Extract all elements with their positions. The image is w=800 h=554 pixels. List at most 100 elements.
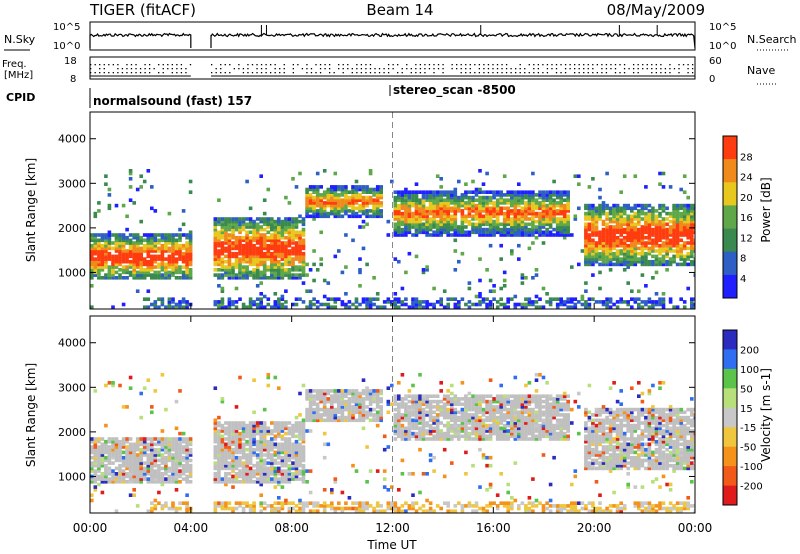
heatmap-cell [552, 297, 556, 301]
heatmap-cell [287, 241, 292, 245]
heatmap-cell [315, 203, 320, 208]
heatmap-cell [245, 431, 249, 436]
frequency-dot [428, 64, 431, 66]
heatmap-cell [178, 453, 182, 457]
frequency-dot [397, 72, 399, 74]
heatmap-cell [132, 469, 136, 473]
frequency-dot [319, 72, 322, 74]
frequency-dot [369, 72, 372, 74]
heatmap-cell [231, 485, 235, 489]
heatmap-cell [185, 439, 189, 444]
heatmap-cell [280, 421, 285, 425]
heatmap-cell [301, 233, 306, 237]
heatmap-cell [361, 201, 366, 205]
heatmap-cell [386, 488, 391, 492]
heatmap-cell [393, 437, 398, 441]
heatmap-cell [368, 300, 373, 304]
heatmap-cell [637, 222, 641, 227]
heatmap-cell [234, 477, 239, 481]
heatmap-cell [559, 203, 563, 208]
heatmap-cell [111, 273, 115, 277]
heatmap-cell [453, 238, 458, 243]
heatmap-cell [277, 235, 281, 240]
heatmap-cell [220, 233, 225, 237]
heatmap-cell [301, 262, 306, 267]
heatmap-cell [675, 203, 680, 208]
heatmap-cell [255, 461, 260, 465]
heatmap-cell [111, 439, 115, 444]
heatmap-cell [428, 233, 433, 237]
heatmap-cell [552, 209, 556, 213]
heatmap-cell [305, 206, 309, 211]
heatmap-cell [506, 193, 510, 197]
heatmap-cell [107, 238, 112, 243]
frequency-dot [238, 68, 240, 70]
heatmap-cell [622, 243, 627, 248]
heatmap-cell [534, 211, 539, 216]
heatmap-cell [231, 474, 235, 479]
heatmap-cell [439, 233, 443, 237]
heatmap-cell [524, 209, 528, 213]
heatmap-cell [135, 238, 140, 243]
heatmap-cell [622, 268, 627, 272]
heatmap-cell [510, 209, 514, 213]
heatmap-cell [146, 297, 151, 301]
colorbar-swatch [723, 159, 737, 183]
heatmap-cell [460, 225, 465, 229]
heatmap-cell [298, 235, 302, 240]
heatmap-cell [450, 214, 454, 219]
heatmap-cell [559, 211, 563, 216]
heatmap-cell [248, 254, 253, 259]
heatmap-cell [566, 225, 570, 229]
heatmap-cell [393, 423, 398, 428]
heatmap-cell [266, 373, 271, 377]
heatmap-cell [298, 431, 302, 436]
heatmap-cell [213, 300, 218, 304]
heatmap-cell [584, 262, 588, 267]
heatmap-cell [520, 209, 525, 213]
heatmap-cell [679, 254, 683, 259]
heatmap-cell [266, 254, 271, 259]
heatmap-cell [185, 455, 189, 460]
frequency-dot [533, 64, 535, 66]
heatmap-cell [312, 402, 316, 406]
heatmap-cell [252, 504, 256, 508]
heatmap-cell [157, 469, 161, 473]
heatmap-cell [252, 447, 256, 452]
heatmap-cell [626, 259, 630, 264]
heatmap-cell [111, 477, 115, 481]
heatmap-cell [146, 469, 151, 473]
heatmap-cell [262, 238, 267, 243]
heatmap-cell [248, 423, 253, 428]
heatmap-cell [227, 238, 232, 243]
heatmap-cell [425, 300, 429, 304]
heatmap-cell [421, 193, 426, 197]
heatmap-cell [354, 501, 359, 505]
heatmap-cell [559, 225, 563, 229]
heatmap-cell [220, 243, 225, 248]
power-y-axis-label: Slant Range [km] [24, 158, 38, 262]
heatmap-cell [305, 305, 309, 309]
heatmap-cell [654, 302, 659, 307]
heatmap-cell [640, 206, 645, 211]
heatmap-cell [587, 305, 592, 309]
heatmap-cell [227, 259, 232, 264]
heatmap-cell [541, 225, 546, 229]
heatmap-cell [142, 257, 147, 261]
heatmap-cell [217, 474, 221, 479]
heatmap-cell [224, 426, 228, 431]
heatmap-cell [280, 241, 285, 245]
heatmap-cell [90, 450, 94, 455]
heatmap-cell [467, 198, 472, 202]
heatmap-cell [164, 480, 168, 484]
heatmap-cell [693, 262, 695, 267]
heatmap-cell [97, 463, 101, 468]
frequency-dot [687, 72, 689, 74]
heatmap-cell [322, 397, 327, 401]
heatmap-cell [277, 477, 281, 481]
heatmap-cell [502, 214, 507, 219]
heatmap-cell [661, 249, 666, 253]
heatmap-cell [104, 182, 108, 186]
heatmap-cell [393, 501, 398, 505]
heatmap-cell [524, 227, 528, 232]
